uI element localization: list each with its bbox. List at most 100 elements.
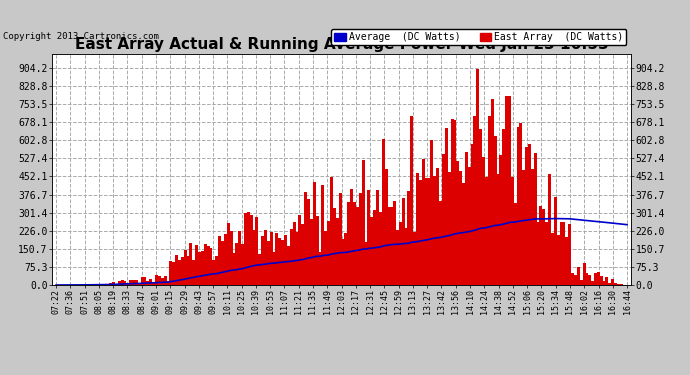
Bar [520,123,522,285]
Bar [540,206,542,285]
Bar [278,238,282,285]
Bar [295,232,299,285]
Bar [393,201,396,285]
Bar [399,222,402,285]
Bar [204,244,207,285]
Bar [574,275,577,285]
Title: East Array Actual & Running Average Power Wed Jan 23 16:53: East Array Actual & Running Average Powe… [75,37,609,52]
Bar [299,215,302,285]
Bar [282,240,284,285]
Bar [224,234,227,285]
Bar [172,262,175,285]
Bar [468,167,471,285]
Bar [109,283,112,285]
Bar [428,178,431,285]
Bar [164,276,166,285]
Bar [471,144,473,285]
Bar [255,217,258,285]
Bar [534,153,537,285]
Bar [465,152,468,285]
Bar [104,284,106,285]
Bar [244,213,247,285]
Bar [161,278,164,285]
Bar [350,189,353,285]
Bar [562,222,565,285]
Bar [611,279,614,285]
Bar [404,228,408,285]
Bar [582,263,586,285]
Bar [233,253,235,285]
Bar [537,222,540,285]
Bar [336,218,339,285]
Bar [310,219,313,285]
Bar [235,243,238,285]
Bar [247,213,250,285]
Bar [433,177,436,285]
Bar [135,280,138,285]
Bar [241,244,244,285]
Bar [416,173,419,285]
Bar [141,278,144,285]
Bar [302,224,304,285]
Bar [476,69,480,285]
Bar [315,216,319,285]
Bar [126,283,129,285]
Bar [411,116,413,285]
Bar [169,261,172,285]
Bar [158,276,161,285]
Bar [448,172,451,285]
Bar [551,233,554,285]
Bar [451,119,453,285]
Bar [362,160,364,285]
Bar [356,207,359,285]
Bar [250,215,253,285]
Bar [513,203,517,285]
Bar [149,279,152,285]
Bar [436,168,439,285]
Bar [189,243,193,285]
Bar [213,260,215,285]
Bar [422,159,425,285]
Bar [373,210,376,285]
Bar [124,281,126,285]
Bar [115,284,118,285]
Bar [491,99,494,285]
Bar [273,252,275,285]
Bar [267,241,270,285]
Bar [218,236,221,285]
Bar [585,273,589,285]
Bar [118,281,121,285]
Bar [531,169,534,285]
Bar [485,177,488,285]
Bar [353,202,356,285]
Bar [155,275,158,285]
Bar [565,237,569,285]
Bar [101,284,104,285]
Bar [620,284,623,285]
Bar [307,198,310,285]
Bar [89,284,92,285]
Bar [609,283,611,285]
Bar [290,228,293,285]
Bar [493,136,497,285]
Bar [419,180,422,285]
Bar [488,116,491,285]
Bar [502,129,505,285]
Bar [384,169,388,285]
Legend: Average  (DC Watts), East Array  (DC Watts): Average (DC Watts), East Array (DC Watts… [331,29,627,45]
Bar [347,202,351,285]
Bar [589,274,591,285]
Bar [112,282,115,285]
Bar [473,116,477,285]
Bar [327,221,330,285]
Bar [144,277,146,285]
Bar [92,284,95,285]
Bar [528,144,531,285]
Bar [387,207,391,285]
Bar [542,209,545,285]
Bar [138,283,141,285]
Bar [597,272,600,285]
Bar [210,248,213,285]
Bar [178,260,181,285]
Bar [322,185,324,285]
